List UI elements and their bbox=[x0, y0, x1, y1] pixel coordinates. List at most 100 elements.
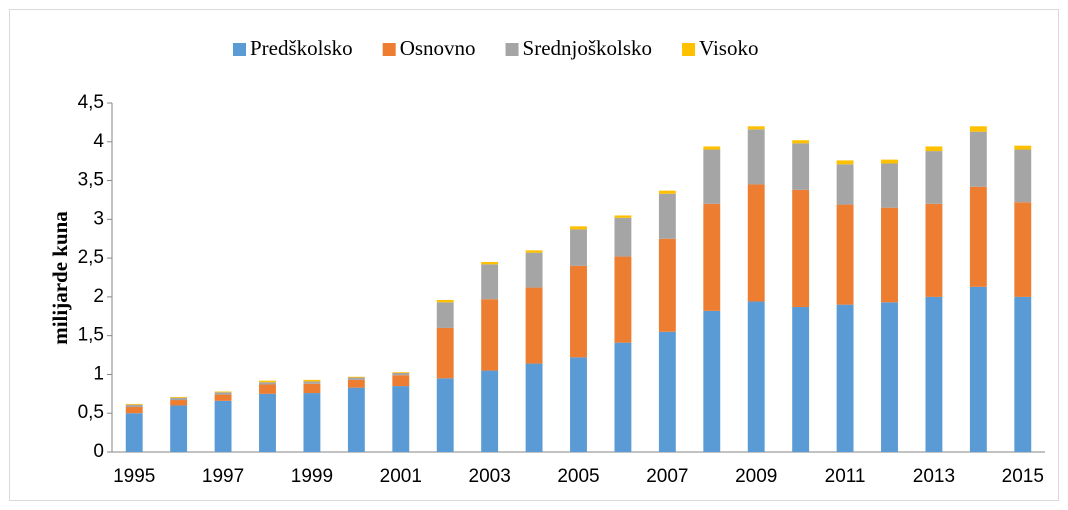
bar-segment bbox=[259, 382, 276, 385]
x-tick-label: 2003 bbox=[469, 466, 511, 487]
bar-segment bbox=[836, 204, 854, 305]
bar-segment bbox=[570, 226, 587, 230]
y-tick-label: 4,5 bbox=[78, 92, 104, 113]
bar-segment bbox=[925, 296, 943, 452]
bar-segment bbox=[214, 391, 232, 393]
bar-segment bbox=[303, 379, 321, 382]
bar-segment bbox=[525, 250, 543, 253]
bar-segment bbox=[836, 164, 854, 205]
y-tick-label: 0 bbox=[93, 441, 104, 462]
bar-segment bbox=[392, 386, 410, 452]
bar-segment bbox=[570, 357, 587, 452]
x-tick-label: 2009 bbox=[735, 466, 777, 487]
x-tick-label: 1995 bbox=[113, 466, 155, 487]
bar-segment bbox=[259, 384, 276, 394]
bar-segment bbox=[658, 238, 676, 332]
bar-segment bbox=[881, 159, 898, 164]
bar-segment bbox=[1014, 149, 1032, 203]
bar-segment bbox=[214, 400, 232, 452]
bar-segment bbox=[792, 143, 810, 190]
bar-segment bbox=[392, 375, 410, 387]
bar-segment bbox=[436, 327, 454, 379]
bar-segment bbox=[881, 207, 898, 303]
bar-segment bbox=[1014, 145, 1032, 150]
x-tick-label: 1997 bbox=[202, 466, 244, 487]
x-tick-label: 1999 bbox=[291, 466, 333, 487]
bar-segment bbox=[392, 372, 410, 376]
x-tick-label: 2015 bbox=[1002, 466, 1044, 487]
bar-segment bbox=[836, 304, 854, 452]
bar-segment bbox=[481, 261, 499, 265]
bar-segment bbox=[792, 189, 810, 307]
y-axis-title: milijarde kuna bbox=[48, 211, 72, 345]
bar-segment bbox=[170, 405, 188, 452]
bar-segment bbox=[436, 302, 454, 328]
x-tick-label: 2007 bbox=[646, 466, 688, 487]
bar-segment bbox=[747, 126, 765, 130]
bar-segment bbox=[214, 394, 232, 401]
bar-segment bbox=[525, 287, 543, 364]
bar-segment bbox=[703, 203, 721, 311]
bar-segment bbox=[259, 393, 276, 452]
legend-swatch bbox=[382, 43, 396, 56]
legend-swatch bbox=[505, 43, 519, 56]
bar-segment bbox=[969, 186, 987, 287]
bar-segment bbox=[347, 377, 365, 380]
bar-segment bbox=[969, 126, 987, 132]
legend-label: Osnovno bbox=[400, 36, 476, 60]
bar-segment bbox=[658, 331, 676, 452]
bar-segment bbox=[303, 381, 321, 384]
bar-segment bbox=[436, 378, 454, 452]
bar-segment bbox=[525, 252, 543, 288]
bar-segment bbox=[125, 407, 143, 414]
bar-segment bbox=[392, 372, 410, 373]
bar-segment bbox=[925, 203, 943, 297]
bar-segment bbox=[347, 376, 365, 378]
legend-label: Visoko bbox=[699, 36, 758, 60]
y-tick-label: 3,5 bbox=[78, 170, 104, 191]
bar-segment bbox=[703, 149, 721, 204]
bar-segment bbox=[969, 131, 987, 187]
y-tick-label: 2 bbox=[93, 286, 104, 307]
bar-segment bbox=[347, 387, 365, 452]
bar-segment bbox=[303, 383, 321, 394]
bar-segment bbox=[747, 301, 765, 452]
bar-segment bbox=[614, 256, 632, 343]
bar-segment bbox=[703, 310, 721, 452]
y-tick-label: 4 bbox=[93, 131, 104, 152]
bar-segment bbox=[969, 286, 987, 452]
bar-segment bbox=[170, 396, 188, 398]
bar-segment bbox=[925, 151, 943, 204]
legend-label: Srednjoškolsko bbox=[523, 36, 653, 60]
bar-segment bbox=[214, 392, 232, 395]
bar-segment bbox=[792, 140, 810, 144]
bar-segment bbox=[614, 217, 632, 257]
bar-segment bbox=[125, 413, 143, 452]
y-tick-label: 0,5 bbox=[78, 402, 104, 423]
bar-segment bbox=[747, 129, 765, 185]
bar-segment bbox=[259, 380, 276, 383]
bar-segment bbox=[570, 229, 587, 266]
bar-segment bbox=[303, 393, 321, 452]
bar-segment bbox=[481, 370, 499, 452]
x-tick-label: 2005 bbox=[557, 466, 599, 487]
bar-segment bbox=[881, 163, 898, 208]
x-tick-label: 2011 bbox=[825, 466, 866, 487]
x-tick-label: 2001 bbox=[380, 466, 422, 487]
y-tick-label: 2,5 bbox=[78, 247, 104, 268]
bar-segment bbox=[614, 342, 632, 452]
bar-segment bbox=[125, 403, 143, 405]
bar-segment bbox=[481, 299, 499, 371]
bar-segment bbox=[481, 264, 499, 300]
bar-segment bbox=[1014, 202, 1032, 297]
bar-segment bbox=[881, 302, 898, 452]
bar-segment bbox=[614, 215, 632, 218]
bar-segment bbox=[1014, 296, 1032, 452]
y-tick-label: 1 bbox=[93, 363, 104, 384]
bar-segment bbox=[570, 265, 587, 358]
bar-segment bbox=[125, 404, 143, 408]
bar-segment bbox=[347, 379, 365, 388]
bar-segment bbox=[170, 397, 188, 401]
bar-segment bbox=[436, 299, 454, 303]
